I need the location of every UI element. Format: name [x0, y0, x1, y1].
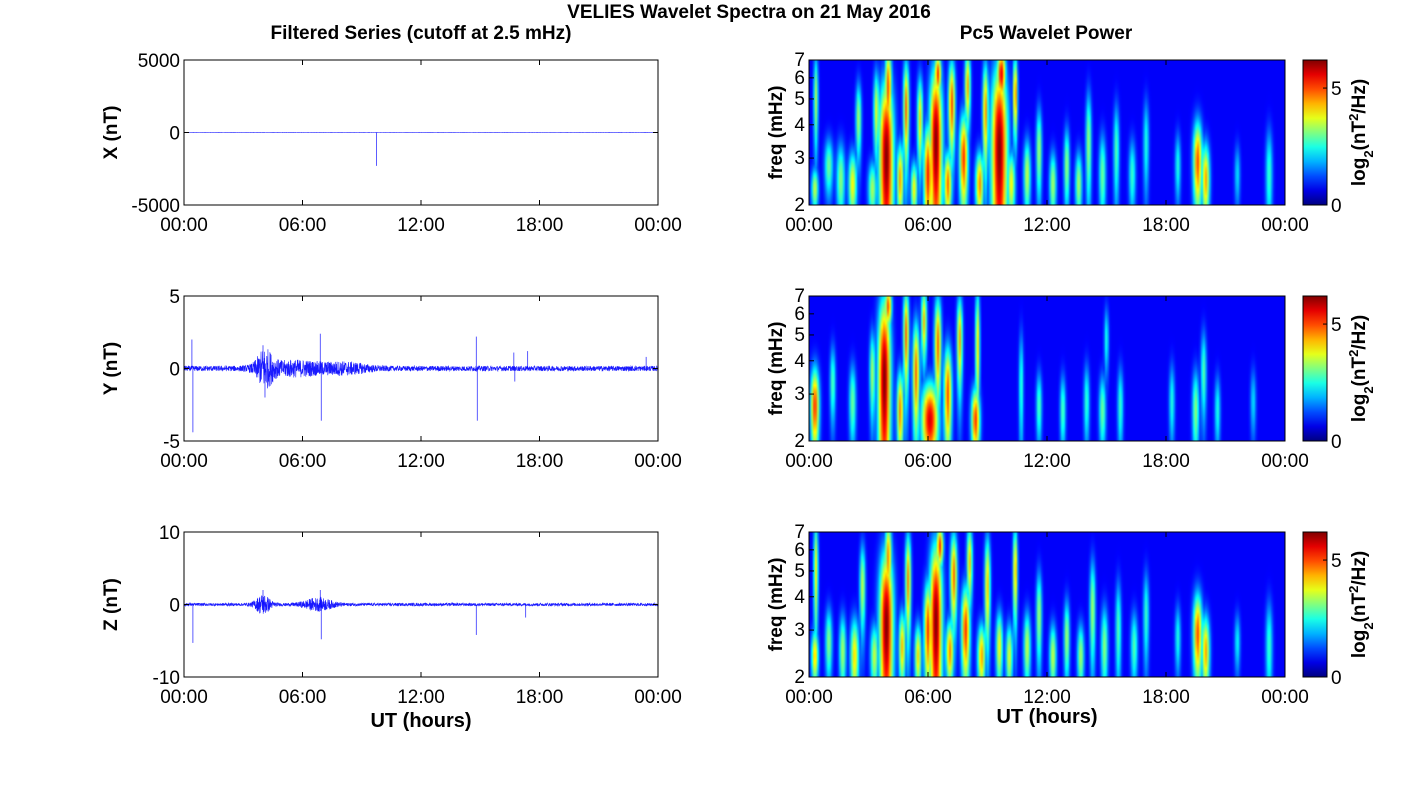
series-y-trace: [184, 349, 658, 388]
series-z-ytick-label: 0: [169, 596, 180, 617]
wavelet-z-ylabel: freq (mHz): [766, 558, 787, 652]
series-y-xtick-label: 06:00: [279, 451, 327, 472]
wavelet-y-ytick-label: 2: [794, 431, 805, 452]
wavelet-y-ytick-label: 4: [794, 351, 805, 372]
wavelet-x-ytick-label: 7: [794, 50, 805, 71]
wavelet-z-colorbar-tick-label: 5: [1331, 551, 1342, 572]
wavelet-z-xlabel: UT (hours): [996, 706, 1097, 728]
wavelet-x-ytick-label: 2: [794, 195, 805, 216]
wavelet-x-ytick-label: 5: [794, 89, 805, 110]
series-x-xtick-label: 12:00: [397, 215, 445, 236]
wavelet-y-power-map: [809, 296, 1285, 441]
series-z-ytick-label: -10: [153, 668, 180, 689]
series-z-xtick-label: 00:00: [160, 687, 208, 708]
wavelet-x-ylabel: freq (mHz): [766, 86, 787, 180]
wavelet-x-xtick-label: 00:00: [785, 215, 833, 236]
series-x-xtick-label: 00:00: [634, 215, 682, 236]
wavelet-y-colorbar-tick-label: 5: [1331, 315, 1342, 336]
wavelet-x-colorbar: [1303, 60, 1327, 205]
wavelet-x-colorbar-label: log2(nT2/Hz): [1346, 79, 1376, 186]
series-x-ytick-label: -5000: [131, 196, 180, 217]
wavelet-z-xtick-label: 00:00: [785, 687, 833, 708]
wavelet-y-ylabel: freq (mHz): [766, 322, 787, 416]
series-y-ytick-label: 5: [169, 287, 180, 308]
wavelet-y-colorbar: [1303, 296, 1327, 441]
series-z-ytick-label: 10: [159, 523, 180, 544]
wavelet-x-power-map: [809, 60, 1285, 205]
series-x-xtick-label: 00:00: [160, 215, 208, 236]
series-y-ylabel: Y (nT): [101, 342, 122, 395]
series-z-trace: [184, 596, 658, 614]
wavelet-x-ytick-label: 3: [794, 148, 805, 169]
series-x-ytick-label: 0: [169, 124, 180, 145]
wavelet-z-xtick-label: 12:00: [1023, 687, 1071, 708]
series-x-xtick-label: 06:00: [279, 215, 327, 236]
wavelet-x-xtick-label: 00:00: [1261, 215, 1309, 236]
series-y-ytick-label: -5: [163, 432, 180, 453]
wavelet-z-colorbar-label: log2(nT2/Hz): [1346, 551, 1376, 658]
wavelet-z-ytick-label: 7: [794, 522, 805, 543]
series-y-xtick-label: 00:00: [634, 451, 682, 472]
wavelet-y-ytick-label: 5: [794, 325, 805, 346]
series-x-ylabel: X (nT): [101, 106, 122, 160]
wavelet-y-colorbar-tick-label: 0: [1331, 432, 1342, 453]
series-y-ytick-label: 0: [169, 360, 180, 381]
left-column-title: Filtered Series (cutoff at 2.5 mHz): [271, 23, 572, 44]
series-z-xlabel: UT (hours): [370, 710, 471, 732]
series-z-xtick-label: 00:00: [634, 687, 682, 708]
wavelet-z-power-map: [809, 532, 1285, 677]
wavelet-x-xtick-label: 18:00: [1142, 215, 1190, 236]
wavelet-y-xtick-label: 00:00: [1261, 451, 1309, 472]
wavelet-x-colorbar-tick-label: 0: [1331, 196, 1342, 217]
series-y-xtick-label: 18:00: [516, 451, 564, 472]
series-z-xtick-label: 18:00: [516, 687, 564, 708]
wavelet-z-xtick-label: 18:00: [1142, 687, 1190, 708]
wavelet-x-colorbar-tick-label: 5: [1331, 79, 1342, 100]
wavelet-z-ytick-label: 4: [794, 587, 805, 608]
right-column-title: Pc5 Wavelet Power: [960, 23, 1133, 44]
wavelet-y-xtick-label: 12:00: [1023, 451, 1071, 472]
wavelet-y-xtick-label: 18:00: [1142, 451, 1190, 472]
wavelet-y-ytick-label: 3: [794, 384, 805, 405]
wavelet-z-colorbar: [1303, 532, 1327, 677]
wavelet-y-ytick-label: 7: [794, 286, 805, 307]
wavelet-x-xtick-label: 06:00: [904, 215, 952, 236]
wavelet-z-colorbar-tick-label: 0: [1331, 668, 1342, 689]
series-x-xtick-label: 18:00: [516, 215, 564, 236]
wavelet-z-xtick-label: 00:00: [1261, 687, 1309, 708]
wavelet-z-ytick-label: 5: [794, 561, 805, 582]
figure-title: VELIES Wavelet Spectra on 21 May 2016: [567, 2, 931, 23]
series-z-xtick-label: 06:00: [279, 687, 327, 708]
series-x-ytick-label: 5000: [138, 51, 180, 72]
wavelet-y-colorbar-label: log2(nT2/Hz): [1346, 315, 1376, 422]
wavelet-z-ytick-label: 3: [794, 620, 805, 641]
series-z-xtick-label: 12:00: [397, 687, 445, 708]
series-y-xtick-label: 00:00: [160, 451, 208, 472]
wavelet-x-xtick-label: 12:00: [1023, 215, 1071, 236]
wavelet-x-ytick-label: 4: [794, 115, 805, 136]
wavelet-z-xtick-label: 06:00: [904, 687, 952, 708]
wavelet-z-ytick-label: 2: [794, 667, 805, 688]
wavelet-y-xtick-label: 00:00: [785, 451, 833, 472]
series-y-xtick-label: 12:00: [397, 451, 445, 472]
wavelet-y-xtick-label: 06:00: [904, 451, 952, 472]
series-z-ylabel: Z (nT): [101, 578, 122, 631]
